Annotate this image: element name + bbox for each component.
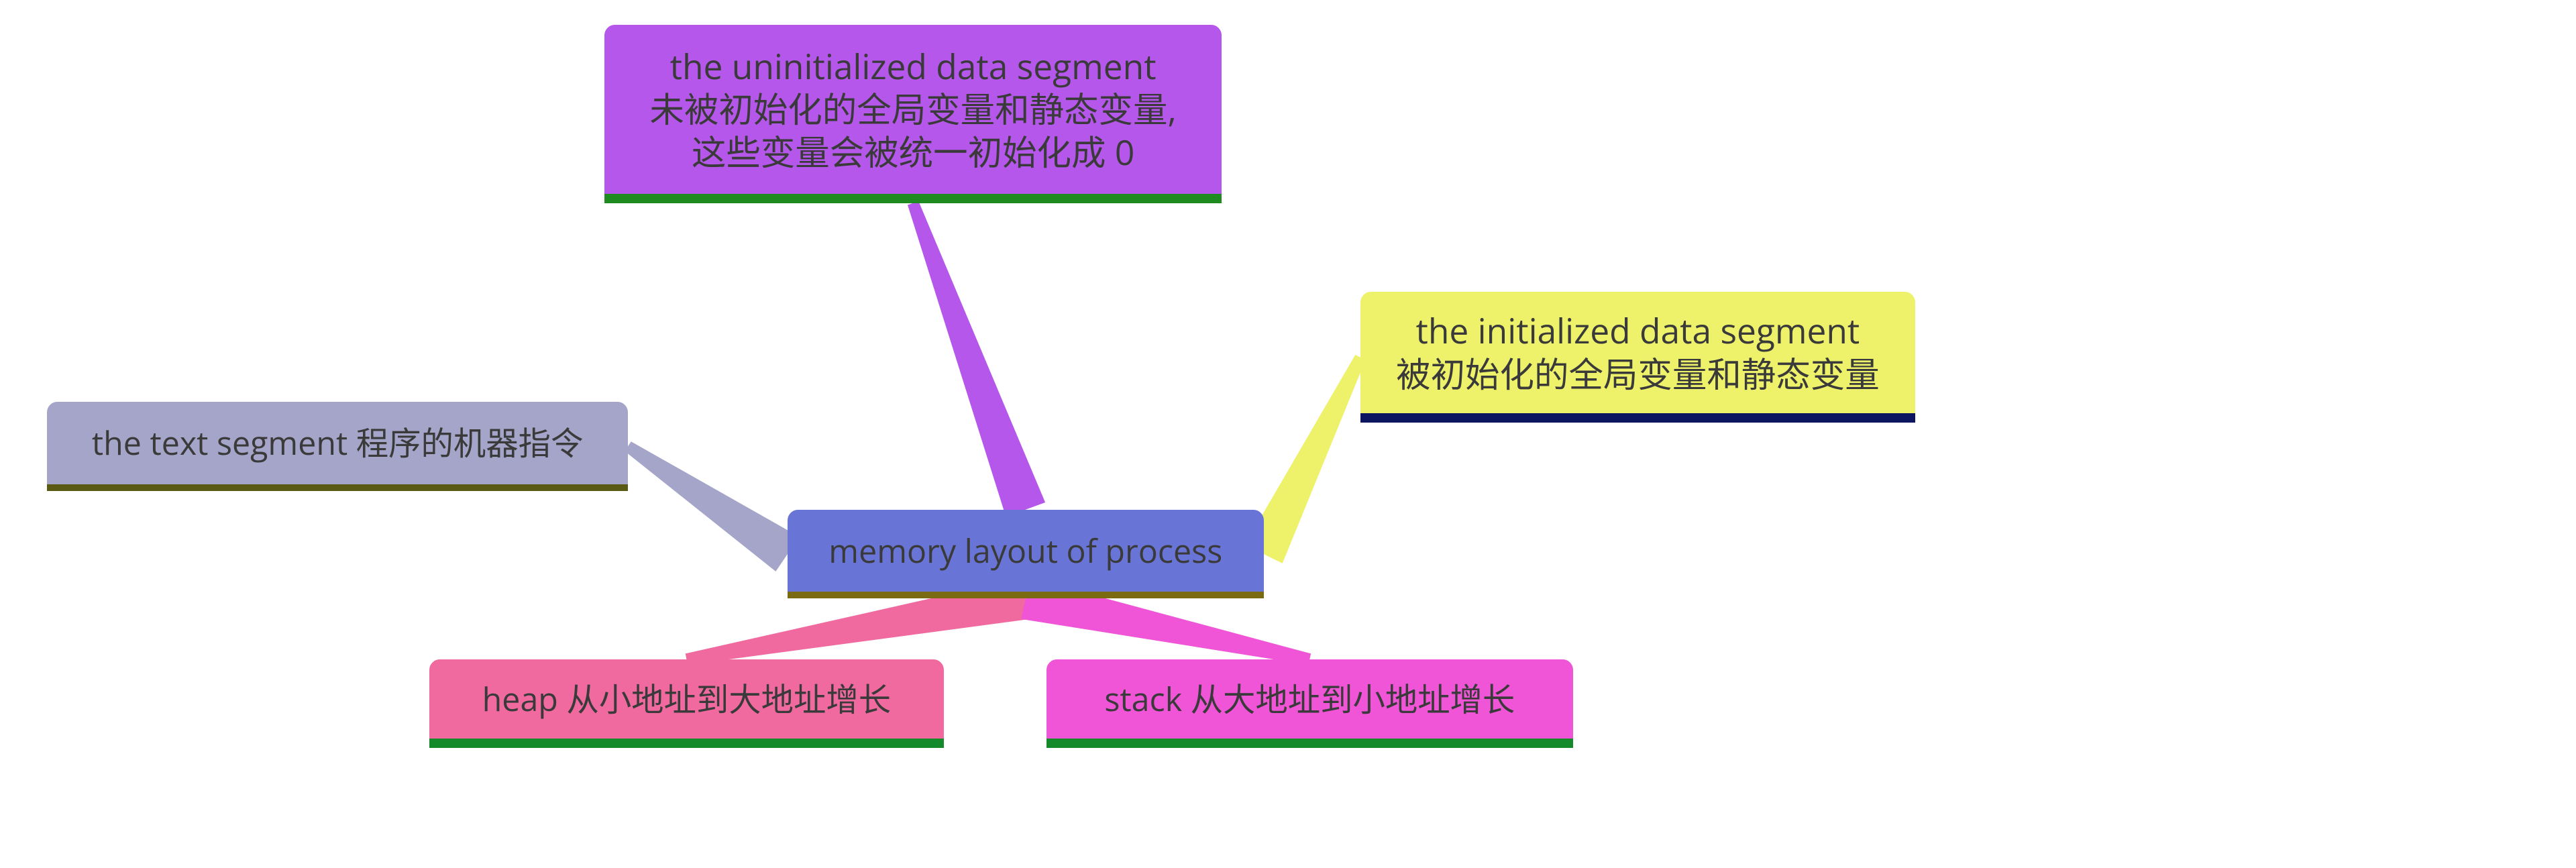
- diagram-canvas: memory layout of process the uninitializ…: [0, 0, 2576, 868]
- node-heap-label: heap 从小地址到大地址增长: [482, 679, 891, 719]
- node-textseg-label: the text segment 程序的机器指令: [92, 423, 583, 463]
- node-heap: heap 从小地址到大地址增长: [429, 659, 945, 749]
- node-uninitialized-data: the uninitialized data segment 未被初始化的全局变…: [604, 25, 1222, 203]
- edge-root-text_seg: [625, 441, 799, 572]
- node-stack: stack 从大地址到小地址增长: [1046, 659, 1573, 749]
- node-root-label: memory layout of process: [828, 531, 1222, 571]
- edge-root-uninit: [908, 201, 1045, 517]
- node-init-label: the initialized data segment 被初始化的全局变量和静…: [1396, 309, 1880, 396]
- node-initialized-data: the initialized data segment 被初始化的全局变量和静…: [1360, 292, 1915, 423]
- node-uninit-label: the uninitialized data segment 未被初始化的全局变…: [649, 45, 1176, 174]
- node-text-segment: the text segment 程序的机器指令: [47, 402, 628, 491]
- node-root: memory layout of process: [788, 510, 1264, 599]
- node-stack-label: stack 从大地址到小地址增长: [1104, 679, 1515, 719]
